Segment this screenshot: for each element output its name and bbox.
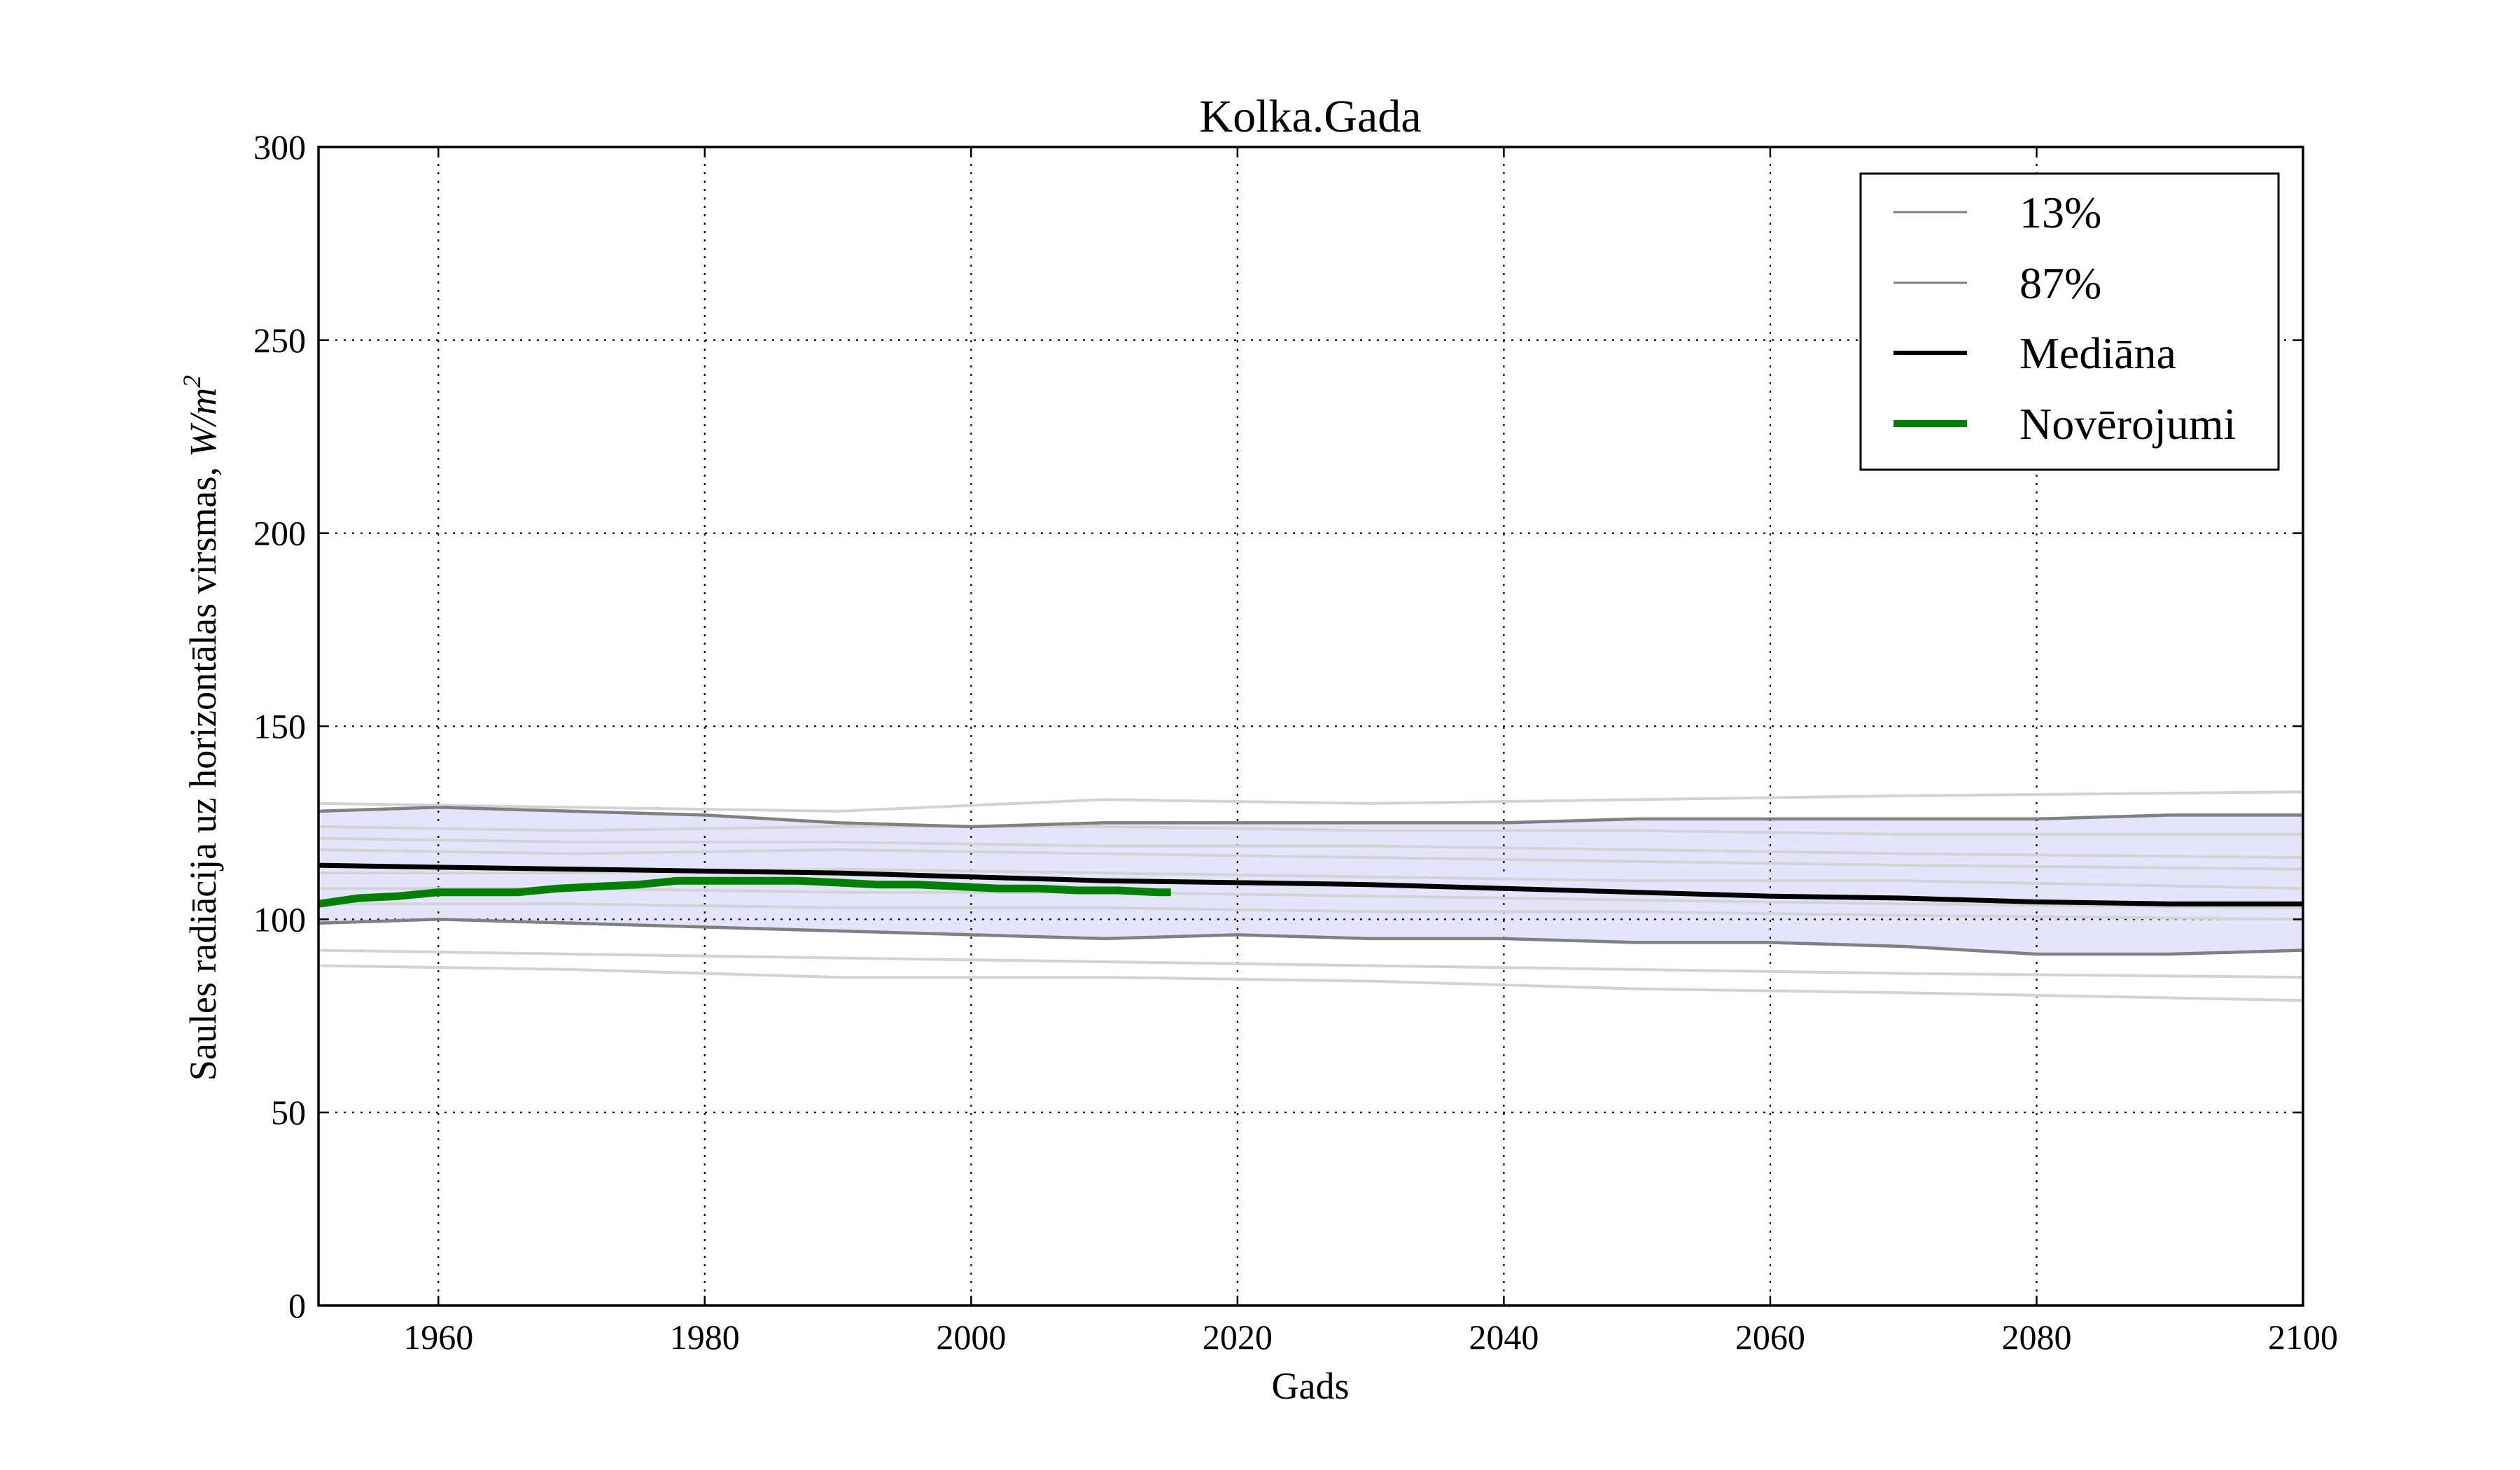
x-tick-label-2040: 2040	[1469, 1317, 1539, 1357]
y-tick-label-300: 300	[253, 127, 306, 167]
y-tick-label-100: 100	[253, 899, 306, 939]
y-tick-label-200: 200	[253, 514, 306, 553]
y-axis-unit-exp: 2	[178, 375, 206, 388]
y-axis-title: Saules radiācija uz horizontālas virsmas…	[178, 375, 224, 1081]
y-axis-unit-sep: /	[182, 412, 224, 428]
tick-layer: 1960 1980 2000 2020 2040 2060 2080 2100 0 50 100 15…	[253, 127, 2338, 1357]
ensemble-member-line-8	[318, 948, 2304, 979]
y-tick-label-250: 250	[253, 321, 306, 360]
series-line-medi-na	[318, 862, 2303, 906]
y-axis-title-text: Saules radiācija uz horizontālas virsmas…	[182, 467, 224, 1081]
legend: 13% 87% Mediāna Novērojumi	[1859, 172, 2280, 471]
ensemble-member-line-1	[318, 790, 2304, 813]
series-line-87	[318, 806, 2303, 829]
x-tick-label-2060: 2060	[1735, 1317, 1805, 1357]
y-axis-unit-m: m	[182, 388, 224, 415]
x-tick-label-1960: 1960	[403, 1317, 473, 1357]
ensemble-member-line-4	[318, 848, 2304, 871]
x-tick-label-2020: 2020	[1203, 1317, 1273, 1357]
uncertainty-band-layer	[318, 807, 2303, 954]
legend-label-median: Mediāna	[2019, 328, 2176, 378]
legend-label-observations: Novērojumi	[2019, 399, 2236, 449]
series-line-13	[318, 918, 2304, 956]
x-tick-label-1980: 1980	[670, 1317, 740, 1357]
uncertainty-band	[318, 807, 2303, 954]
ensemble-member-line-5	[318, 867, 2304, 890]
legend-label-87: 87%	[2019, 258, 2101, 308]
ensemble-member-line-7	[318, 902, 2304, 921]
series-line-nov-rojumi	[318, 876, 1171, 908]
ensemble-members-layer	[318, 790, 2304, 1002]
chart-title: Kolka.Gada	[1199, 91, 1421, 142]
y-tick-label-0: 0	[288, 1286, 306, 1325]
ensemble-member-line-9	[318, 964, 2304, 1002]
x-tick-label-2100: 2100	[2268, 1317, 2338, 1357]
x-tick-label-2080: 2080	[2001, 1317, 2071, 1357]
ensemble-member-line-3	[318, 836, 2304, 860]
y-tick-label-150: 150	[253, 707, 306, 746]
series-layer	[318, 806, 2304, 956]
y-tick-label-50: 50	[271, 1093, 306, 1132]
x-tick-label-2000: 2000	[936, 1317, 1006, 1357]
grid-layer	[318, 147, 2303, 1306]
y-axis-unit-w: W	[182, 422, 224, 457]
legend-label-13: 13%	[2019, 188, 2101, 237]
x-axis-title: Gads	[1272, 1365, 1350, 1407]
ensemble-member-line-2	[318, 825, 2303, 836]
